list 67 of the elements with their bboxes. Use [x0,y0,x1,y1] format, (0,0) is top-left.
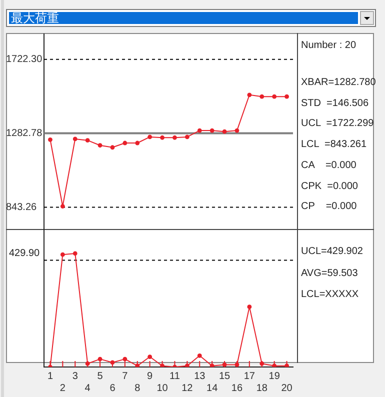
point [197,128,202,133]
x-tick-label: 7 [122,370,128,382]
text: LCL =843.261 [301,139,367,150]
x-tick-label: 20 [281,382,293,394]
point [148,354,152,359]
x-tick-label: 16 [231,382,243,394]
x-tick-label: 8 [134,382,141,394]
text: STD =146.506 [301,98,369,109]
text: AVG=59.503 [301,268,358,278]
x-tick-label: 12 [182,382,194,394]
text: UCL=429.902 [301,246,363,257]
point [148,134,152,140]
x-tick-label: 1 [47,370,54,382]
point [247,304,252,310]
point [172,135,177,140]
point [184,134,190,140]
point [234,128,240,133]
x-tick-label: 13 [194,370,206,382]
point [210,128,214,133]
x-tick-label: 6 [110,382,116,394]
point [197,353,202,358]
point [160,364,164,367]
point [110,145,115,150]
point [135,364,140,367]
x-tick-label: 14 [206,382,218,394]
x-tick-label: 2 [60,382,66,394]
x-tick-label: 18 [256,382,268,394]
point [272,94,277,99]
text: XBAR=1282.780 [301,77,376,88]
text: 429.90 [9,248,40,259]
point [122,356,128,362]
x-tick-label: 15 [218,370,231,382]
point [48,137,52,142]
point [210,364,214,367]
point [98,143,102,148]
x-tick-label: 9 [147,370,154,382]
text: LCL=XXXXX [301,289,359,300]
x-tick-label: 11 [170,370,180,382]
point [272,364,277,367]
x-tick-label: 3 [72,370,78,382]
point [72,251,78,256]
x-tick-label: 4 [84,382,91,394]
x-tick-label: 19 [268,370,280,382]
text: CA =0.000 [301,160,356,171]
point [122,140,128,146]
point [60,204,65,208]
point [284,94,289,99]
text: CP =0.000 [301,201,357,212]
text: UCL =1722.299 [301,118,374,130]
point [260,94,264,99]
x-tick-label: 17 [244,370,256,382]
text: Number : 20 [301,40,356,51]
point [60,252,65,257]
point [284,364,289,367]
point [98,356,102,362]
x-tick-label: 10 [156,382,168,394]
point [85,138,90,143]
x-tick-label: 5 [97,370,104,382]
point [247,92,252,98]
point [160,135,164,140]
point [135,140,140,146]
point [110,360,115,365]
point [222,129,227,134]
point [72,136,78,142]
chart-title: 最大荷重 [11,11,59,25]
text: CPK =0.000 [301,180,358,192]
point [184,364,190,367]
